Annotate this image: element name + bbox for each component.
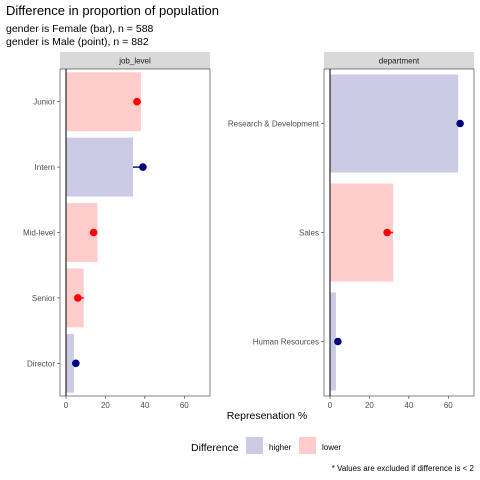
x-tick-label-40: 40 — [140, 401, 149, 410]
legend-swatch-lower — [299, 437, 316, 454]
point-department-Human Resources — [334, 337, 342, 346]
bar-job_level-Director — [66, 333, 74, 393]
facet-strip-label: department — [379, 57, 420, 66]
bar-department-Research & Development — [330, 74, 459, 173]
x-axis-title: Represenation % — [227, 410, 308, 422]
y-tick-label-Senior: Senior — [32, 294, 55, 303]
point-department-Research & Development — [456, 119, 464, 128]
point-job_level-Junior — [133, 97, 141, 106]
point-job_level-Director — [72, 359, 80, 368]
chart-caption: * Values are excluded if difference is <… — [332, 464, 475, 473]
facet-strip — [60, 52, 210, 69]
legend-title: Difference — [191, 442, 239, 454]
point-job_level-Senior — [74, 294, 82, 302]
chart-subtitle-line-1: gender is Female (bar), n = 588 — [6, 23, 154, 35]
bar-department-Human Resources — [330, 292, 336, 391]
facet-strip-label: job_level — [118, 57, 151, 66]
y-tick-label-Sales: Sales — [299, 229, 319, 238]
bar-department-Sales — [330, 183, 394, 282]
legend: Difference higher lower — [191, 437, 341, 454]
facet-panels: job_level Junior Intern Mid-level Senior Dire… — [23, 52, 475, 410]
legend-swatch-higher — [246, 437, 263, 454]
facet-strip — [324, 52, 474, 69]
x-tick-label-40: 40 — [404, 401, 413, 410]
facet-panel-department: department Research & Development Sales Hum… — [228, 52, 475, 410]
bar-job_level-Junior — [66, 72, 141, 132]
y-tick-label-Research & Development: Research & Development — [228, 120, 320, 129]
x-tick-label-20: 20 — [101, 401, 110, 410]
y-tick-label-Junior: Junior — [33, 98, 55, 107]
legend-label-higher: higher — [269, 443, 292, 452]
y-tick-label-Mid-level: Mid-level — [23, 229, 55, 238]
bar-job_level-Intern — [66, 137, 134, 197]
point-job_level-Mid-level — [89, 228, 98, 237]
x-tick-label-60: 60 — [180, 401, 189, 410]
y-tick-label-Director: Director — [27, 359, 55, 368]
y-tick-label-Intern: Intern — [35, 163, 55, 172]
point-job_level-Intern — [139, 163, 147, 171]
x-tick-label-20: 20 — [365, 401, 374, 410]
facet-panel-job_level: job_level Junior Intern Mid-level Senior Dire… — [23, 52, 211, 410]
chart-title: Difference in proportion of population — [6, 3, 219, 18]
legend-label-lower: lower — [322, 443, 341, 452]
point-department-Sales — [383, 228, 391, 237]
x-tick-label-0: 0 — [64, 401, 69, 410]
chart-subtitle-line-2: gender is Male (point), n = 882 — [6, 36, 149, 48]
x-tick-label-60: 60 — [444, 401, 453, 410]
x-tick-label-0: 0 — [328, 401, 333, 410]
y-tick-label-Human Resources: Human Resources — [253, 338, 319, 347]
